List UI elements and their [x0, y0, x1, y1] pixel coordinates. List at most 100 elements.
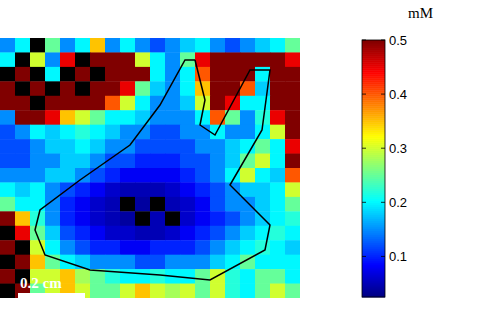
cell	[0, 182, 15, 197]
colorbar-tick	[381, 256, 385, 257]
cell	[285, 197, 300, 212]
cell	[105, 255, 120, 270]
cell	[150, 269, 165, 284]
cell	[60, 211, 75, 226]
cell	[75, 38, 90, 53]
cell	[90, 139, 105, 154]
cell	[210, 38, 225, 53]
cell	[285, 125, 300, 140]
cell	[180, 154, 195, 169]
cell	[195, 197, 210, 212]
cell	[255, 255, 270, 270]
cell	[225, 284, 240, 298]
cell	[105, 211, 120, 226]
cell	[210, 284, 225, 298]
cell	[195, 226, 210, 241]
cell	[75, 211, 90, 226]
colorbar-tick	[381, 202, 385, 203]
missing-cell	[165, 211, 180, 226]
cell	[30, 139, 45, 154]
cell	[30, 125, 45, 140]
cell	[60, 52, 75, 67]
cell	[165, 125, 180, 140]
colorbar-label: mM	[408, 5, 433, 21]
cell	[165, 240, 180, 255]
cell	[15, 154, 30, 169]
cell	[30, 255, 45, 270]
cell	[135, 255, 150, 270]
cell	[15, 211, 30, 226]
cell	[105, 139, 120, 154]
cell	[90, 284, 105, 298]
cell	[285, 240, 300, 255]
cell	[15, 125, 30, 140]
cell	[195, 211, 210, 226]
cell	[165, 255, 180, 270]
cell	[240, 110, 255, 125]
missing-cell	[75, 81, 90, 96]
cell	[135, 154, 150, 169]
missing-cell	[75, 52, 90, 67]
cell	[150, 182, 165, 197]
cell	[90, 182, 105, 197]
cell	[225, 139, 240, 154]
cell	[135, 182, 150, 197]
cell	[45, 139, 60, 154]
cell	[0, 269, 15, 284]
cell	[45, 38, 60, 53]
cell	[270, 284, 285, 298]
cell	[240, 182, 255, 197]
cell	[75, 197, 90, 212]
cell	[180, 110, 195, 125]
colorbar-tick-label: 0.5	[389, 33, 407, 48]
cell	[135, 96, 150, 111]
cell	[90, 240, 105, 255]
cell	[225, 154, 240, 169]
missing-cell	[15, 81, 30, 96]
cell	[285, 96, 300, 111]
cell	[105, 52, 120, 67]
cell	[60, 168, 75, 183]
cell	[135, 139, 150, 154]
cell	[165, 226, 180, 241]
colorbar-tick	[381, 94, 385, 95]
cell	[180, 168, 195, 183]
cell	[120, 182, 135, 197]
cell	[75, 139, 90, 154]
cell	[270, 211, 285, 226]
cell	[195, 255, 210, 270]
cell	[240, 52, 255, 67]
cell	[285, 226, 300, 241]
cell	[255, 182, 270, 197]
cell	[60, 269, 75, 284]
cell	[75, 240, 90, 255]
cell	[150, 168, 165, 183]
cell	[150, 81, 165, 96]
cell	[120, 255, 135, 270]
cell	[150, 110, 165, 125]
cell	[135, 110, 150, 125]
cell	[255, 269, 270, 284]
cell	[60, 110, 75, 125]
cell	[150, 139, 165, 154]
cell	[45, 52, 60, 67]
cell	[15, 168, 30, 183]
missing-cell	[135, 211, 150, 226]
cell	[75, 226, 90, 241]
cell	[150, 284, 165, 298]
missing-cell	[30, 67, 45, 82]
cell	[30, 182, 45, 197]
cell	[180, 139, 195, 154]
cell	[285, 81, 300, 96]
cell	[165, 197, 180, 212]
cell	[120, 269, 135, 284]
cell	[135, 81, 150, 96]
cell	[270, 110, 285, 125]
cell	[285, 154, 300, 169]
colorbar-tick-label: 0.4	[389, 87, 407, 102]
cell	[45, 182, 60, 197]
cell	[270, 96, 285, 111]
cell	[0, 240, 15, 255]
cell	[210, 255, 225, 270]
cell	[150, 52, 165, 67]
